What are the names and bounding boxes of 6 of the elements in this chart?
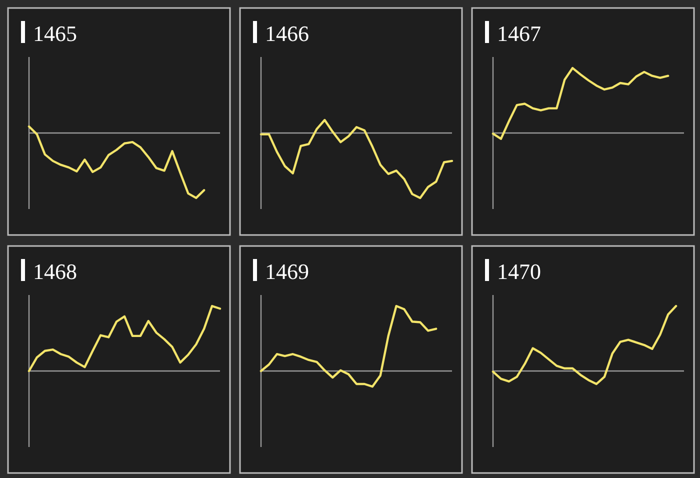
chart-title: 1466: [265, 21, 309, 46]
chart-title: 1470: [497, 259, 541, 284]
chart-title: 1465: [33, 21, 77, 46]
chart-title: 1468: [33, 259, 77, 284]
chart-title: 1469: [265, 259, 309, 284]
chart-title: 1467: [497, 21, 541, 46]
